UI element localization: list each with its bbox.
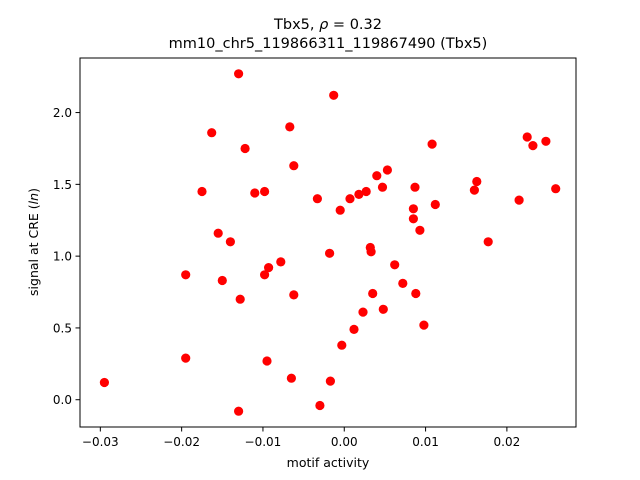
data-point-13 <box>260 186 270 197</box>
data-point-50 <box>430 199 440 210</box>
data-point-14 <box>260 270 270 280</box>
data-point-11 <box>240 143 250 154</box>
data-point-26 <box>329 90 339 100</box>
y-axis-label: signal at CRE (ln) <box>26 188 41 296</box>
data-point-38 <box>377 182 388 192</box>
data-point-10 <box>235 294 245 304</box>
y-tick-label: 1.0 <box>53 250 72 264</box>
data-point-41 <box>390 260 400 270</box>
data-point-25 <box>325 376 335 386</box>
y-tick-label: 0.0 <box>53 393 72 407</box>
data-point-31 <box>354 189 364 199</box>
data-point-43 <box>408 204 418 214</box>
data-point-22 <box>312 194 322 204</box>
x-axis-label: motif activity <box>287 455 370 470</box>
data-point-45 <box>410 182 420 192</box>
y-axis-ticks: 0.0 0.5 1.0 1.5 2.0 <box>53 106 80 407</box>
data-point-20 <box>289 161 299 171</box>
data-point-47 <box>415 225 425 235</box>
data-point-44 <box>408 214 418 224</box>
data-point-58 <box>551 184 561 194</box>
data-point-5 <box>213 228 223 238</box>
data-point-33 <box>361 186 371 197</box>
data-point-16 <box>264 263 274 273</box>
chart-title-line1: Tbx5, ρ = 0.32 <box>273 17 382 33</box>
plot-frame <box>79 57 577 428</box>
data-point-30 <box>349 324 359 334</box>
data-point-39 <box>378 304 388 314</box>
data-point-0 <box>99 377 109 388</box>
data-point-36 <box>368 288 378 299</box>
data-point-57 <box>541 136 551 146</box>
data-point-9 <box>234 406 244 416</box>
data-point-46 <box>411 288 421 299</box>
x-tick-label: 0.00 <box>331 435 358 449</box>
data-point-51 <box>469 185 479 195</box>
y-tick-label: 2.0 <box>53 106 72 120</box>
data-point-55 <box>522 132 532 142</box>
data-point-48 <box>419 320 429 330</box>
data-point-18 <box>285 122 295 132</box>
data-point-24 <box>325 248 335 258</box>
y-tick-label: 1.5 <box>53 178 72 192</box>
y-tick-label: 0.5 <box>53 321 72 335</box>
x-tick-label: −0.01 <box>245 435 282 449</box>
data-point-23 <box>315 400 325 411</box>
data-point-1 <box>181 353 191 363</box>
data-points <box>99 69 561 416</box>
data-point-15 <box>262 356 272 366</box>
x-tick-label: 0.02 <box>494 435 521 449</box>
data-point-28 <box>337 340 347 350</box>
data-point-52 <box>472 176 482 187</box>
data-point-27 <box>335 205 345 215</box>
data-point-32 <box>358 307 368 317</box>
data-point-6 <box>217 275 227 286</box>
data-point-21 <box>289 290 299 300</box>
data-point-7 <box>225 237 235 247</box>
data-point-19 <box>286 373 296 383</box>
x-tick-label: −0.02 <box>163 435 200 449</box>
data-point-42 <box>398 278 408 288</box>
data-point-53 <box>483 237 493 247</box>
data-point-35 <box>366 247 376 257</box>
data-point-56 <box>528 141 538 151</box>
data-point-37 <box>372 171 382 181</box>
data-point-4 <box>207 128 217 138</box>
data-point-8 <box>234 69 244 79</box>
chart-title-line2: mm10_chr5_119866311_119867490 (Tbx5) <box>169 36 488 52</box>
data-point-2 <box>181 270 191 280</box>
x-tick-label: −0.03 <box>82 435 119 449</box>
data-point-49 <box>427 139 437 149</box>
data-point-29 <box>345 194 355 204</box>
x-tick-label: 0.01 <box>412 435 439 449</box>
data-point-54 <box>514 195 524 205</box>
data-point-3 <box>197 186 207 197</box>
data-point-12 <box>250 188 260 198</box>
data-point-40 <box>382 165 392 175</box>
data-point-17 <box>276 257 286 267</box>
x-axis-ticks: −0.03 −0.02 −0.01 0.00 0.01 0.02 <box>82 427 520 449</box>
